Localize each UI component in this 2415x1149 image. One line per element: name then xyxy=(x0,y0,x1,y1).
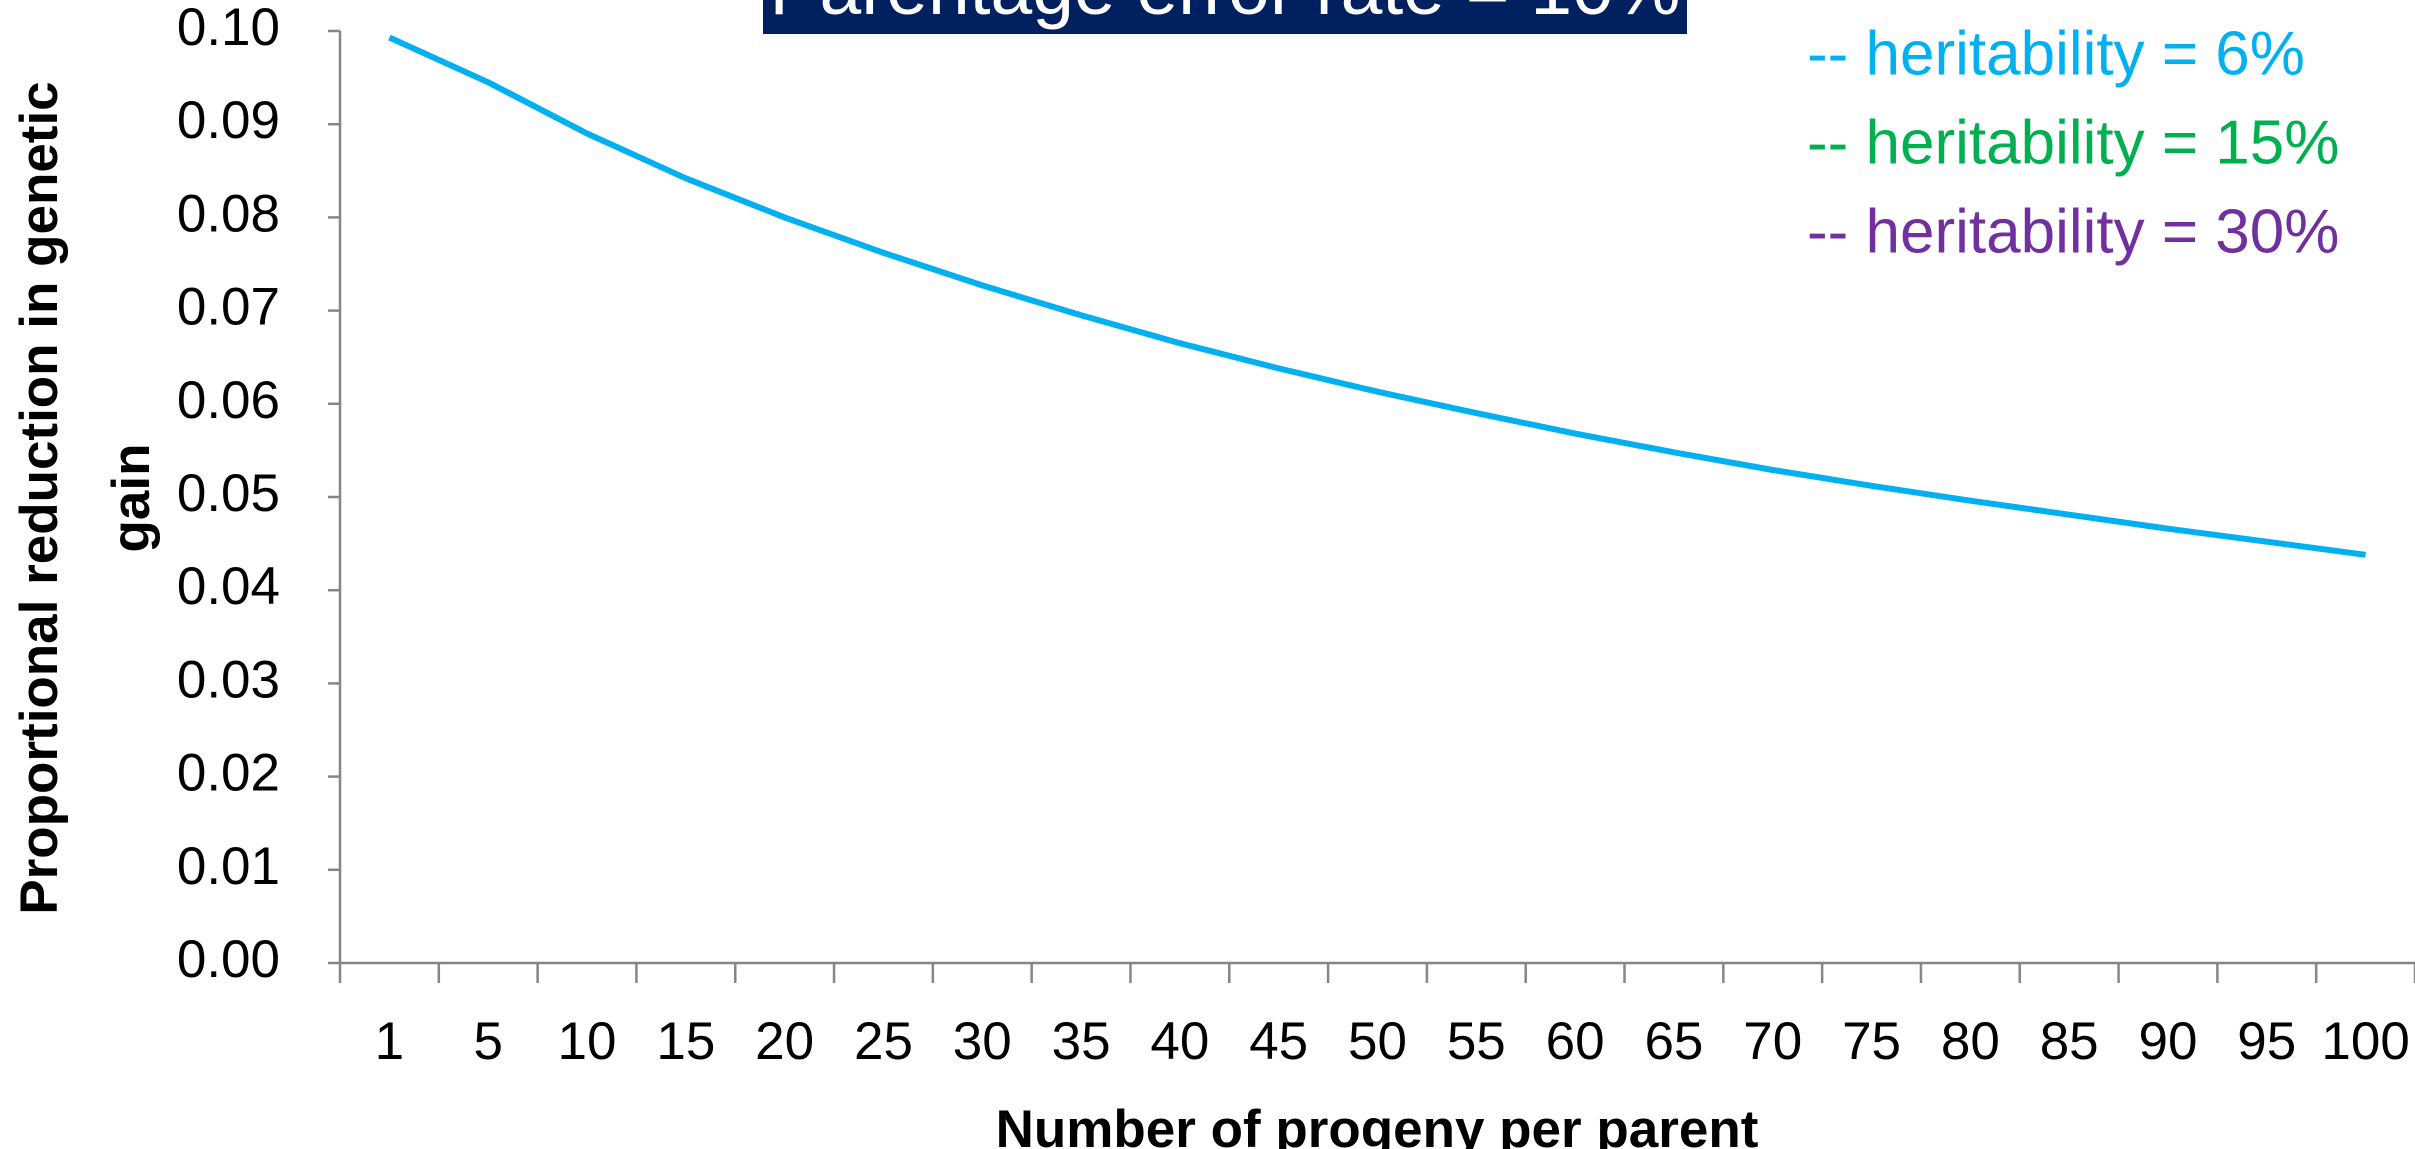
x-tick-label: 65 xyxy=(1644,1012,1703,1071)
y-tick-label: 0.09 xyxy=(177,91,280,150)
y-tick-label: 0.03 xyxy=(177,650,280,709)
x-tick-label: 55 xyxy=(1447,1012,1506,1071)
x-tick-label: 30 xyxy=(953,1012,1012,1071)
x-tick-label: 50 xyxy=(1348,1012,1407,1071)
y-tick-label: 0.00 xyxy=(177,930,280,989)
y-tick-label: 0.07 xyxy=(177,278,280,337)
y-tick-label: 0.08 xyxy=(177,184,280,243)
x-tick-label: 100 xyxy=(2321,1012,2409,1071)
y-tick-label: 0.05 xyxy=(177,464,280,523)
x-tick-label: 25 xyxy=(854,1012,913,1071)
y-tick-label: 0.04 xyxy=(177,557,280,616)
x-tick-label: 5 xyxy=(473,1012,502,1071)
chart-title: Parentage error rate = 10% xyxy=(770,0,1681,30)
x-tick-label: 70 xyxy=(1743,1012,1802,1071)
x-axis-title: Number of progeny per parent xyxy=(996,1100,1759,1149)
legend-label: -- heritability = 30% xyxy=(1807,197,2339,266)
y-tick-label: 0.02 xyxy=(177,744,280,803)
x-tick-label: 1 xyxy=(375,1012,404,1071)
y-tick-label: 0.10 xyxy=(177,0,280,57)
data-line xyxy=(388,34,2366,558)
x-tick-label: 45 xyxy=(1249,1012,1308,1071)
y-tick-label: 0.01 xyxy=(177,837,280,896)
legend-label: -- heritability = 6% xyxy=(1807,19,2305,88)
x-tick-label: 75 xyxy=(1842,1012,1901,1071)
x-tick-label: 40 xyxy=(1150,1012,1209,1071)
x-tick-label: 20 xyxy=(755,1012,814,1071)
x-tick-label: 10 xyxy=(558,1012,617,1071)
y-tick-label: 0.06 xyxy=(177,371,280,430)
x-tick-label: 95 xyxy=(2237,1012,2296,1071)
x-tick-label: 85 xyxy=(2040,1012,2099,1071)
x-tick-label: 90 xyxy=(2138,1012,2197,1071)
x-tick-label: 15 xyxy=(656,1012,715,1071)
x-tick-label: 35 xyxy=(1052,1012,1111,1071)
y-axis-title: Proportional reduction in genetic gain xyxy=(10,81,161,915)
x-tick-label: 80 xyxy=(1941,1012,2000,1071)
x-tick-label: 60 xyxy=(1546,1012,1605,1071)
legend-label: -- heritability = 15% xyxy=(1807,108,2339,177)
title-box xyxy=(763,0,1687,34)
